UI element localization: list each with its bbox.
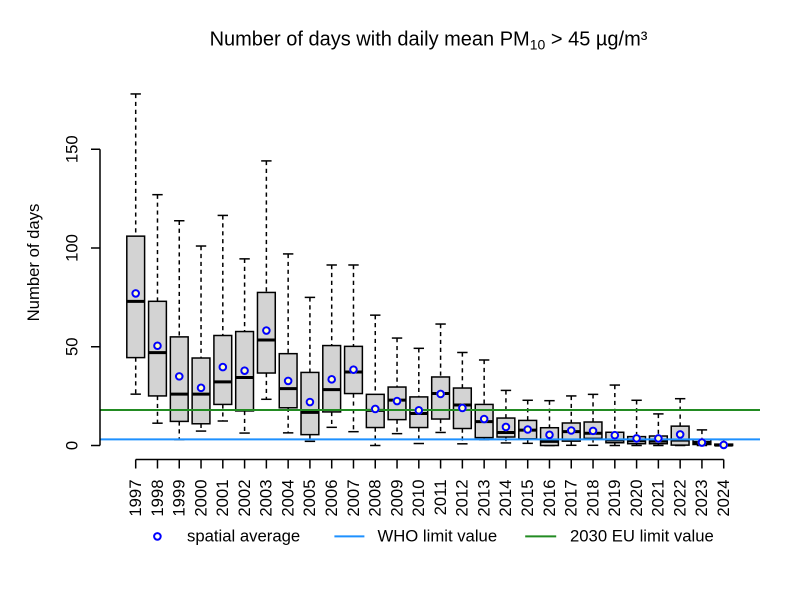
svg-text:2000: 2000 xyxy=(191,480,210,517)
svg-text:50: 50 xyxy=(63,337,82,356)
svg-text:Number of days with daily mean: Number of days with daily mean PM10 > 45… xyxy=(210,29,648,53)
svg-text:1998: 1998 xyxy=(148,480,167,517)
svg-text:2001: 2001 xyxy=(213,480,232,517)
svg-text:2019: 2019 xyxy=(605,480,624,517)
svg-text:2010: 2010 xyxy=(409,480,428,517)
svg-text:2030 EU limit value: 2030 EU limit value xyxy=(570,527,714,546)
svg-text:2009: 2009 xyxy=(387,480,406,517)
svg-text:WHO limit value: WHO limit value xyxy=(378,527,498,546)
svg-text:2008: 2008 xyxy=(366,480,385,517)
svg-text:2012: 2012 xyxy=(453,480,472,517)
svg-text:100: 100 xyxy=(63,234,82,262)
svg-text:1997: 1997 xyxy=(126,480,145,517)
svg-text:2004: 2004 xyxy=(278,480,297,517)
svg-text:2015: 2015 xyxy=(518,480,537,517)
svg-text:2011: 2011 xyxy=(431,480,450,516)
svg-text:Number of days: Number of days xyxy=(24,204,43,322)
svg-text:2022: 2022 xyxy=(670,480,689,517)
svg-text:2013: 2013 xyxy=(474,480,493,517)
svg-text:2016: 2016 xyxy=(540,480,559,517)
svg-text:2005: 2005 xyxy=(300,480,319,517)
svg-text:spatial average: spatial average xyxy=(187,527,300,546)
svg-text:2023: 2023 xyxy=(692,480,711,517)
svg-text:0: 0 xyxy=(63,441,82,450)
svg-text:150: 150 xyxy=(63,135,82,163)
svg-text:2021: 2021 xyxy=(649,480,668,517)
svg-text:2007: 2007 xyxy=(344,480,363,517)
svg-text:2024: 2024 xyxy=(714,480,733,517)
svg-text:2017: 2017 xyxy=(562,480,581,517)
svg-text:2003: 2003 xyxy=(257,480,276,517)
svg-text:2020: 2020 xyxy=(627,480,646,517)
svg-text:1999: 1999 xyxy=(170,480,189,517)
svg-text:2014: 2014 xyxy=(496,479,515,516)
svg-text:2006: 2006 xyxy=(322,480,341,517)
svg-text:2018: 2018 xyxy=(583,480,602,517)
svg-text:2002: 2002 xyxy=(235,480,254,517)
